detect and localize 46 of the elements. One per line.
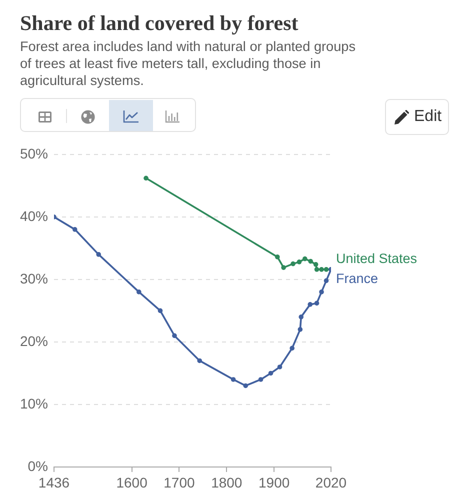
point xyxy=(281,265,286,270)
point xyxy=(258,377,264,382)
point xyxy=(313,262,318,267)
point xyxy=(296,260,302,264)
y-tick-label: 20% xyxy=(20,332,48,349)
point xyxy=(136,290,142,294)
point xyxy=(275,254,280,260)
x-tick-label: 1436 xyxy=(38,474,70,490)
x-tick-label: 1900 xyxy=(258,474,290,490)
point xyxy=(324,278,329,284)
point xyxy=(308,258,314,264)
x-tick-label: 1700 xyxy=(164,474,195,490)
point xyxy=(298,314,304,320)
point xyxy=(314,300,320,306)
edit-button: Edit xyxy=(385,99,449,135)
point xyxy=(268,370,274,376)
point xyxy=(96,252,101,257)
point xyxy=(290,261,296,266)
y-tick-label: 50% xyxy=(20,145,48,162)
series-label: United States xyxy=(336,251,418,266)
point xyxy=(298,327,303,332)
y-tick-label: 40% xyxy=(20,208,48,224)
x-tick-label: 2020 xyxy=(315,474,347,490)
point xyxy=(172,333,177,338)
point xyxy=(319,290,324,294)
point xyxy=(197,358,202,364)
x-tick-label: 1800 xyxy=(211,474,242,490)
point xyxy=(277,364,282,370)
point xyxy=(144,176,148,181)
point xyxy=(308,302,313,307)
chart-title: Share of land covered by forest xyxy=(20,10,298,36)
point xyxy=(243,383,248,388)
series-label: France xyxy=(336,271,378,286)
y-tick-label: 10% xyxy=(20,395,48,412)
point xyxy=(158,308,163,314)
point xyxy=(319,267,324,272)
point xyxy=(324,267,329,272)
y-tick-label: 30% xyxy=(20,270,48,286)
point xyxy=(72,227,78,232)
chart-subtitle: Forest area includes land with natural or planted groups of trees at least five meters tall, excluding those in agricultural systems. xyxy=(20,38,357,89)
point xyxy=(314,267,320,272)
point xyxy=(230,377,236,382)
x-tick-label: 1600 xyxy=(116,474,148,490)
point xyxy=(290,346,295,351)
y-tick-label: 0% xyxy=(28,458,48,474)
point xyxy=(302,256,308,262)
